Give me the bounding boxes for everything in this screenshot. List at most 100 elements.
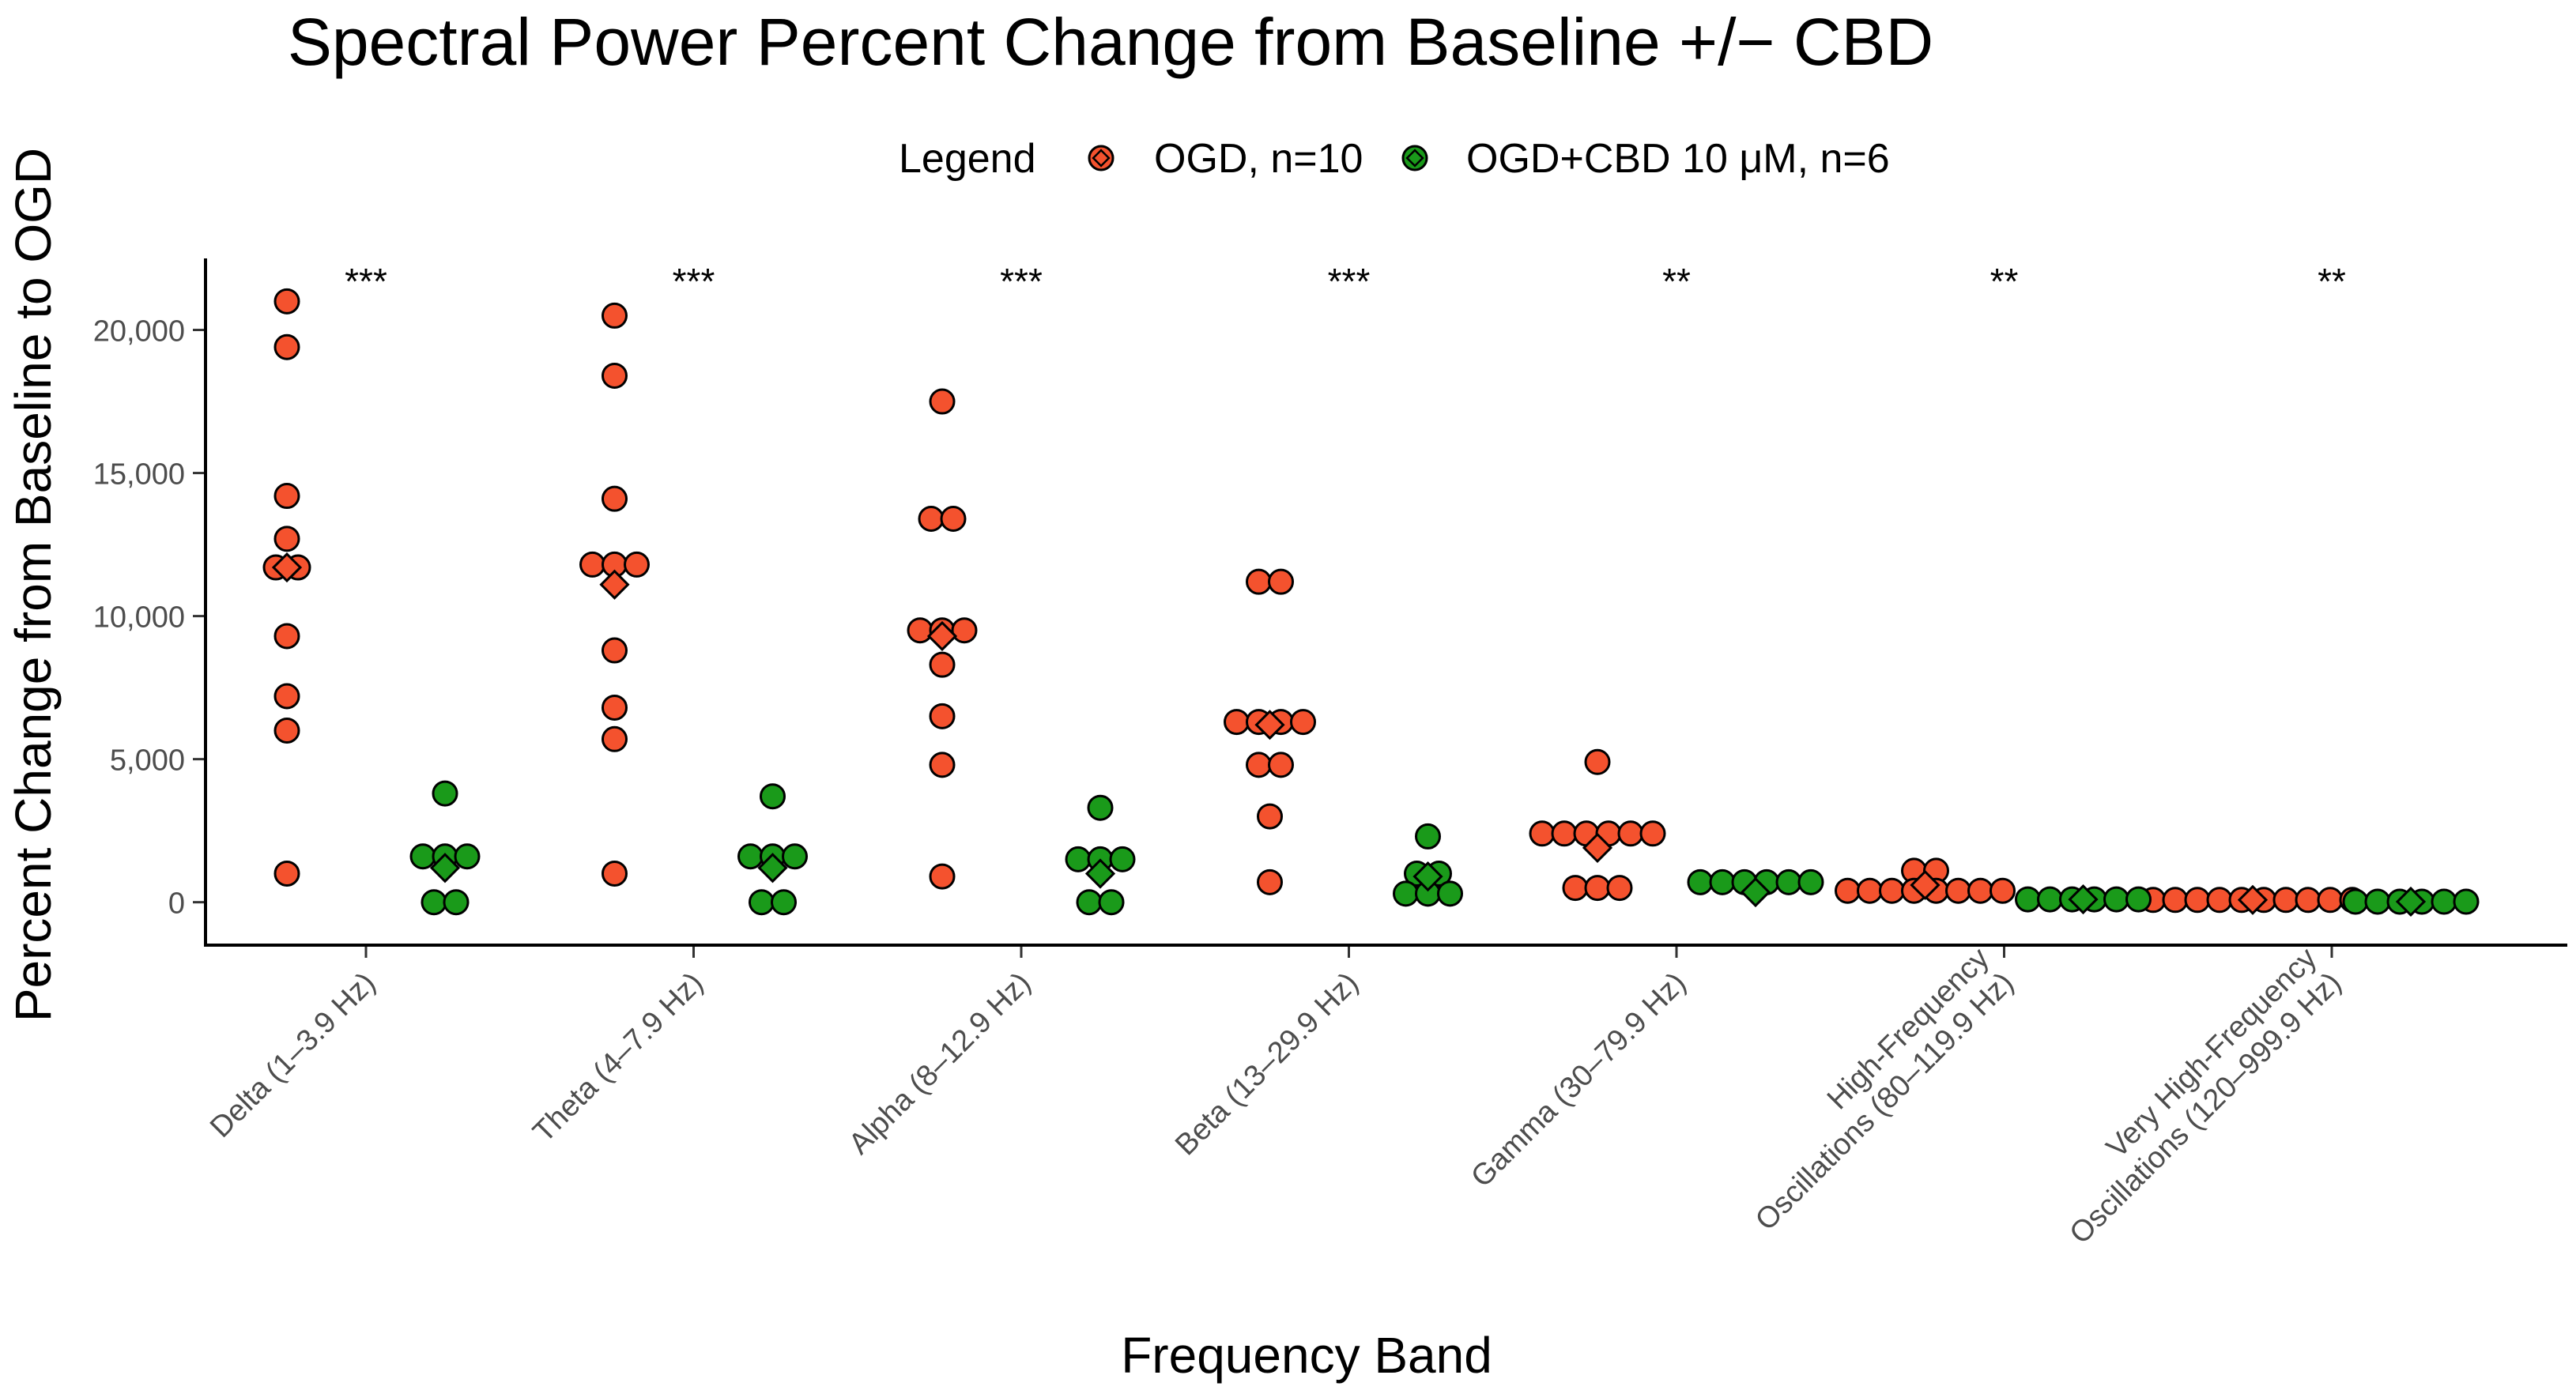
significance-label: ** [1662,261,1691,302]
mean-marker-ogd [926,620,958,652]
data-point-ogd [2295,887,2321,914]
x-tick-label-line: Delta (1–3.9 Hz) [204,966,382,1144]
x-tick-label-line: Beta (13–29.9 Hz) [1169,966,1365,1162]
data-point-ogd [273,717,300,744]
data-point-ogd [951,617,978,644]
data-point-ogd [1835,877,1861,904]
data-point-ogd [940,505,967,532]
data-point-ogd [1551,820,1578,847]
data-point-ogd [2272,887,2299,914]
data-point-ogd-cbd [1775,868,1802,895]
x-tick-label: Beta (13–29.9 Hz) [1169,966,1365,1162]
data-point-ogd-cbd [760,783,786,810]
significance-label: *** [1000,261,1043,302]
data-point-ogd-cbd [771,889,797,916]
mean-marker-ogd-cbd [1412,861,1443,892]
x-tick-label-line: Very High-Frequency [2100,942,2323,1165]
data-point-ogd [2184,887,2211,914]
significance-label: ** [1990,261,2019,302]
x-tick-label: High-FrequencyOscillations (80–119.9 Hz) [1725,942,2020,1238]
data-points [262,288,2480,917]
significance-label: *** [1328,261,1371,302]
data-point-ogd-cbd [1415,823,1441,850]
y-ticks: 0 5,000 10,000 15,000 20,000 [93,315,206,921]
x-ticks: Delta (1–3.9 Hz) Theta (4–7.9 Hz) Alpha (8… [204,942,2348,1251]
data-point-ogd [929,863,956,890]
mean-marker-ogd [599,569,630,600]
mean-marker-ogd [1910,869,1940,901]
data-point-ogd-cbd [1098,889,1125,916]
data-point-ogd-cbd [2453,888,2480,915]
data-point-ogd [579,551,605,578]
data-point-ogd [1246,752,1272,778]
y-tick-label: 10,000 [93,601,185,635]
significance-label: *** [345,261,387,302]
x-tick-label: Gamma (30–79.9 Hz) [1465,966,1692,1194]
data-point-ogd [602,302,628,329]
data-point-ogd [602,694,628,721]
data-point-ogd-cbd [454,843,481,870]
data-point-ogd [1945,877,1971,904]
data-point-ogd-cbd [409,843,436,870]
data-point-ogd [2162,887,2189,914]
data-point-ogd-cbd [1797,868,1824,895]
data-point-ogd [929,651,956,678]
legend-ogd-mean-marker [1092,149,1111,168]
data-point-ogd-cbd [1437,880,1463,907]
mean-marker-ogd-cbd [2068,883,2099,915]
chart-title: Spectral Power Percent Change from Basel… [288,5,1933,79]
data-point-ogd [1857,877,1883,904]
data-point-ogd [929,703,956,729]
x-tick-label-line: Alpha (8–12.9 Hz) [843,966,1037,1161]
data-point-ogd [1562,875,1589,902]
data-point-ogd [1617,820,1644,847]
legend: Legend OGD, n=10 OGD+CBD 10 μM, n=6 [899,136,1890,182]
data-point-ogd [273,333,300,360]
x-axis-label: Frequency Band [1121,1327,1492,1384]
y-tick-label: 15,000 [93,458,185,492]
data-point-ogd [1967,877,1993,904]
data-point-ogd [1584,875,1611,902]
data-point-ogd [1529,820,1556,847]
mean-marker-ogd-cbd [2395,886,2427,917]
data-point-ogd-cbd [2103,886,2129,913]
data-point-ogd [1268,752,1294,778]
data-point-ogd [602,485,628,512]
data-point-ogd-cbd [2037,886,2063,913]
data-point-ogd-cbd [1076,889,1103,916]
mean-marker-ogd-cbd [1740,876,1771,908]
y-tick-label: 20,000 [93,315,185,348]
legend-ogd-cbd-label: OGD+CBD 10 μM, n=6 [1466,136,1890,182]
data-point-ogd-cbd [2342,888,2369,915]
y-axis-label: Percent Change from Baseline to OGD [5,148,62,1022]
data-point-ogd [1268,568,1294,595]
data-point-ogd-cbd [737,843,764,870]
data-point-ogd [1224,709,1250,736]
data-point-ogd [1990,877,2016,904]
data-point-ogd [273,526,300,552]
data-point-ogd [2317,887,2344,914]
data-point-ogd-cbd [1065,846,1092,872]
significance-label: *** [673,261,715,302]
data-point-ogd [907,617,933,644]
data-point-ogd [602,637,628,664]
x-tick-label-line: Gamma (30–79.9 Hz) [1465,966,1692,1194]
data-point-ogd [1879,877,1905,904]
data-point-ogd [1257,803,1283,830]
data-point-ogd-cbd [1087,794,1114,821]
legend-item-ogd-cbd: OGD+CBD 10 μM, n=6 [1401,136,1890,182]
data-point-ogd [273,623,300,650]
x-tick-label-line: Theta (4–7.9 Hz) [527,966,710,1149]
data-point-ogd [1246,568,1272,595]
mean-marker-ogd [2237,884,2269,915]
data-point-ogd-cbd [432,780,458,807]
mean-marker-ogd [1254,710,1285,740]
data-point-ogd-cbd [1393,880,1419,907]
mean-marker-ogd-cbd [1084,858,1116,889]
data-point-ogd [929,752,956,778]
data-point-ogd [1584,748,1611,775]
x-tick-label-line: Oscillations (80–119.9 Hz) [1749,966,2020,1238]
data-point-ogd [273,860,300,887]
data-point-ogd [602,860,628,887]
data-point-ogd [918,505,945,532]
